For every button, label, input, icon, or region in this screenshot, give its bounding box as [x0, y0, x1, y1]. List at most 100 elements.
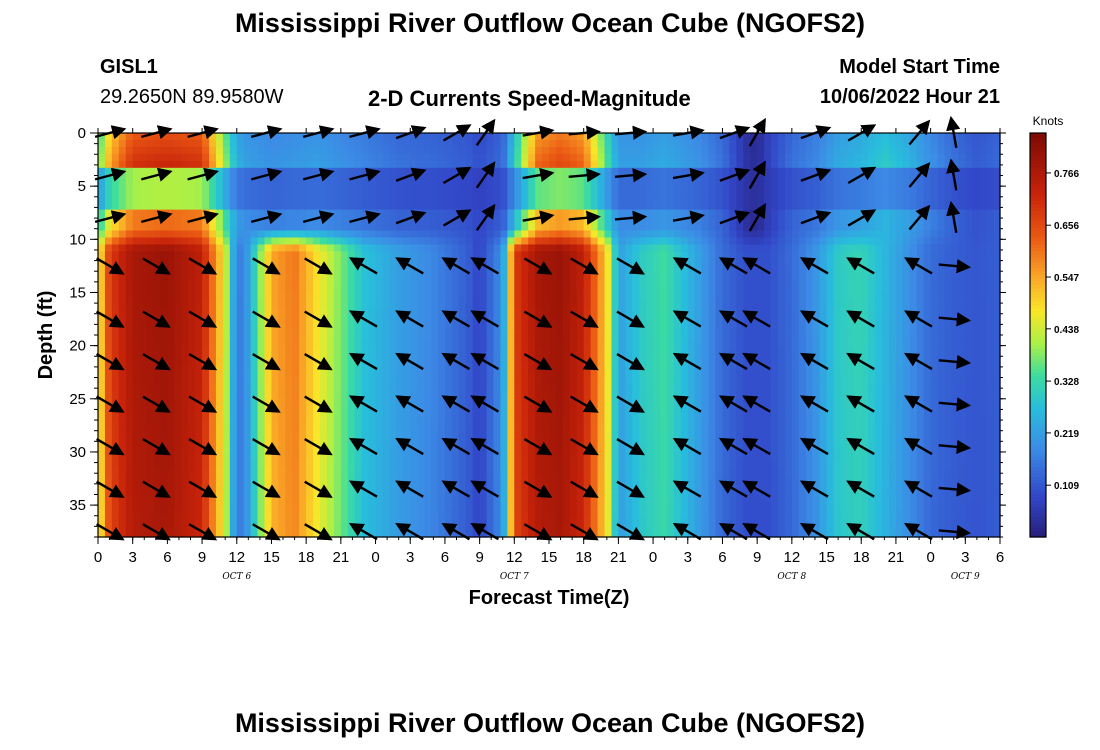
heatmap-cell — [167, 139, 175, 148]
heatmap-cell — [687, 362, 696, 371]
heatmap-cell — [195, 237, 203, 246]
heatmap-cell — [562, 279, 571, 287]
heatmap-cell — [160, 509, 168, 517]
heatmap-cell — [236, 376, 245, 385]
heatmap-cell — [472, 516, 481, 524]
heatmap-cell — [271, 481, 279, 489]
heatmap-cell — [153, 279, 162, 287]
heatmap-cell — [264, 502, 273, 510]
heatmap-cell — [222, 523, 231, 531]
heatmap-cell — [271, 383, 279, 392]
heatmap-cell — [125, 355, 134, 364]
heatmap-cell — [98, 362, 106, 371]
heatmap-cell — [479, 383, 488, 392]
heatmap-cell — [528, 195, 536, 204]
heatmap-cell — [292, 390, 300, 399]
heatmap-cell — [576, 495, 585, 503]
heatmap-cell — [437, 188, 446, 197]
heatmap-cell — [299, 411, 307, 420]
heatmap-cell — [431, 335, 439, 343]
heatmap-cell — [132, 209, 141, 218]
heatmap-cell — [160, 314, 168, 322]
heatmap-cell — [597, 530, 606, 538]
heatmap-cell — [209, 481, 217, 489]
heatmap-cell — [264, 300, 273, 308]
heatmap-cell — [188, 397, 196, 406]
heatmap-cell — [472, 209, 481, 218]
heatmap-cell — [549, 230, 557, 239]
heatmap-cell — [320, 139, 328, 148]
heatmap-cell — [222, 216, 231, 225]
heatmap-cell — [597, 265, 606, 273]
heatmap-cell — [514, 439, 522, 448]
heatmap-cell — [549, 244, 557, 253]
heatmap-cell — [687, 439, 696, 448]
heatmap-cell — [98, 133, 106, 141]
heatmap-cell — [687, 258, 696, 266]
heatmap-cell — [555, 314, 564, 322]
heatmap-cell — [521, 530, 529, 538]
heatmap-cell — [111, 481, 120, 489]
heatmap-cell — [542, 139, 550, 148]
heatmap-cell — [465, 188, 474, 197]
heatmap-cell — [583, 153, 592, 162]
heatmap-cell — [132, 223, 141, 232]
heatmap-cell — [250, 495, 259, 503]
heatmap-cell — [424, 425, 432, 434]
heatmap-cell — [389, 146, 397, 155]
heatmap-cell — [500, 369, 508, 378]
heatmap-cell — [181, 251, 189, 259]
heatmap-cell — [431, 265, 439, 273]
heatmap-cell — [514, 383, 522, 392]
heatmap-cell — [229, 390, 238, 399]
heatmap-cell — [646, 460, 654, 468]
heatmap-cell — [299, 474, 307, 482]
heatmap-cell — [410, 418, 418, 427]
heatmap-cell — [569, 300, 578, 308]
heatmap-cell — [160, 133, 168, 141]
heatmap-cell — [264, 516, 273, 524]
heatmap-cell — [521, 286, 529, 294]
heatmap-cell — [569, 307, 578, 315]
heatmap-cell — [583, 348, 592, 357]
heatmap-cell — [292, 530, 300, 538]
heatmap-cell — [229, 272, 238, 280]
heatmap-cell — [222, 460, 231, 468]
heatmap-cell — [417, 139, 425, 148]
heatmap-cell — [660, 335, 668, 343]
heatmap-cell — [500, 453, 508, 461]
heatmap-cell — [271, 139, 279, 148]
heatmap-cell — [431, 502, 439, 510]
heatmap-cell — [118, 502, 127, 510]
heatmap-cell — [167, 390, 175, 399]
heatmap-cell — [313, 348, 321, 357]
heatmap-cell — [340, 383, 349, 392]
heatmap-cell — [354, 474, 363, 482]
heatmap-cell — [451, 328, 460, 336]
heatmap-cell — [604, 432, 613, 441]
heatmap-cell — [403, 341, 411, 350]
heatmap-cell — [653, 376, 661, 385]
heatmap-cell — [222, 439, 231, 448]
heatmap-cell — [431, 474, 439, 482]
heatmap-cell — [507, 404, 515, 413]
heatmap-cell — [666, 160, 675, 169]
heatmap-cell — [382, 488, 391, 496]
heatmap-cell — [98, 188, 106, 197]
heatmap-cell — [576, 237, 585, 246]
heatmap-cell — [111, 272, 120, 280]
heatmap-cell — [410, 188, 418, 197]
heatmap-cell — [562, 446, 571, 455]
heatmap-cell — [403, 453, 411, 461]
heatmap-cell — [500, 488, 508, 496]
heatmap-cell — [555, 446, 564, 455]
heatmap-cell — [424, 474, 432, 482]
heatmap-cell — [285, 251, 293, 259]
heatmap-cell — [313, 523, 321, 531]
heatmap-cell — [576, 209, 585, 218]
heatmap-cell — [500, 139, 508, 148]
heatmap-cell — [604, 411, 613, 420]
heatmap-cell — [639, 348, 647, 357]
heatmap-cell — [507, 181, 515, 190]
heatmap-cell — [611, 397, 619, 406]
